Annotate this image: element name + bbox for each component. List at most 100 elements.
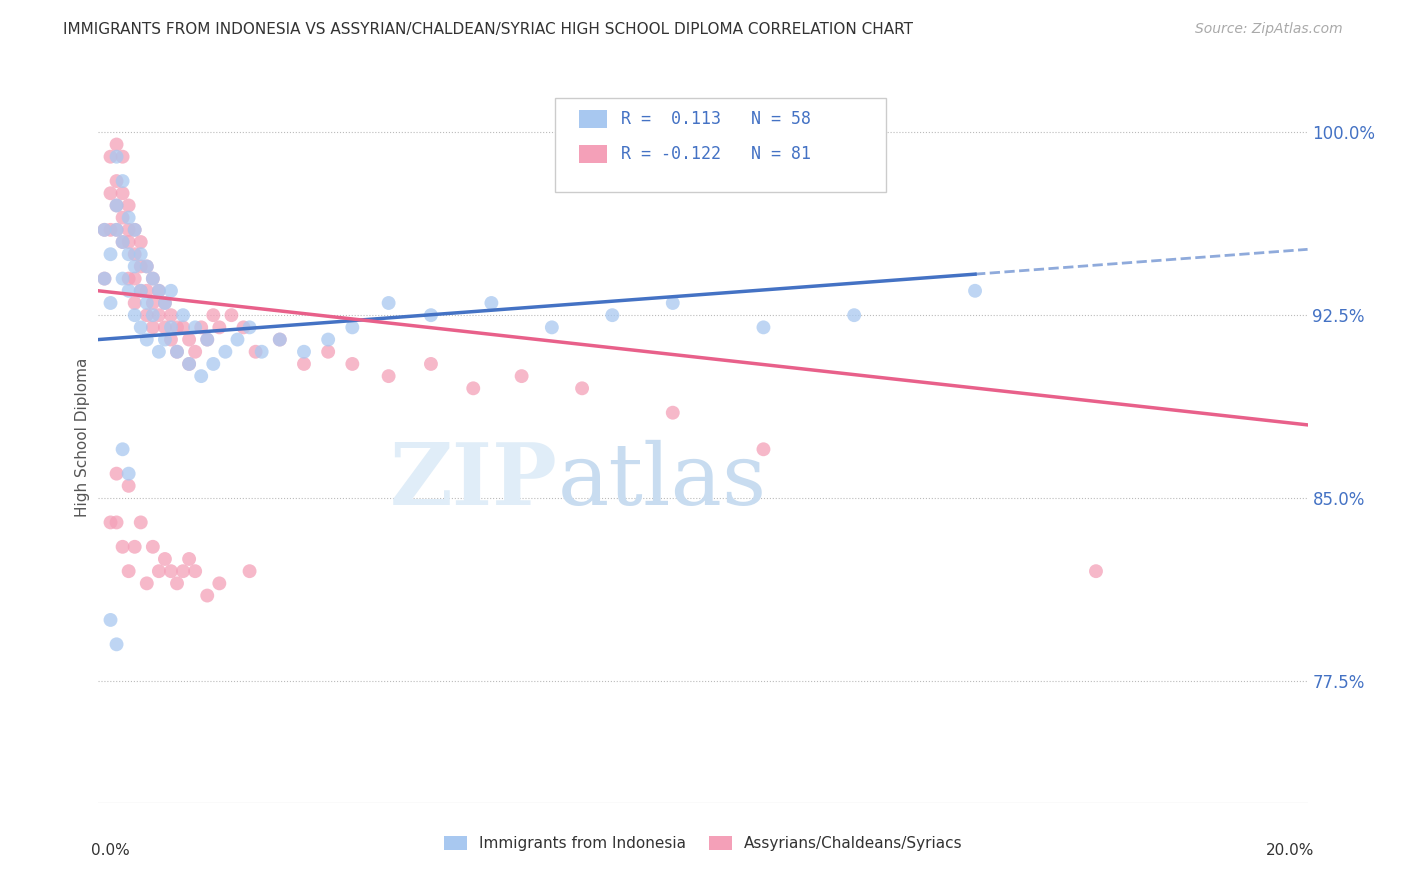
Point	[232, 320, 254, 334]
Point	[118, 467, 141, 481]
Point	[292, 344, 315, 359]
Point	[184, 344, 207, 359]
Point	[195, 589, 218, 603]
Point	[118, 284, 141, 298]
Point	[129, 284, 152, 298]
Point	[124, 247, 146, 261]
Text: 20.0%: 20.0%	[1267, 843, 1315, 858]
Point	[124, 223, 146, 237]
Point	[93, 271, 115, 285]
Point	[100, 516, 122, 530]
Point	[195, 333, 218, 347]
Point	[160, 308, 183, 322]
Point	[602, 308, 624, 322]
Point	[752, 320, 775, 334]
Point	[142, 271, 165, 285]
Point	[111, 442, 134, 457]
Y-axis label: High School Diploma: High School Diploma	[75, 358, 90, 516]
Point	[153, 296, 176, 310]
Point	[111, 186, 134, 201]
Point	[118, 235, 141, 249]
Point	[135, 333, 157, 347]
Point	[179, 357, 201, 371]
Point	[153, 320, 176, 334]
Point	[184, 564, 207, 578]
Text: ZIP: ZIP	[389, 439, 558, 523]
Text: R =  0.113   N = 58: R = 0.113 N = 58	[621, 110, 811, 128]
Point	[510, 369, 533, 384]
Point	[202, 357, 225, 371]
Point	[118, 198, 141, 212]
Point	[153, 333, 176, 347]
Point	[93, 223, 115, 237]
Point	[118, 271, 141, 285]
Point	[135, 296, 157, 310]
Point	[166, 320, 188, 334]
Legend: Immigrants from Indonesia, Assyrians/Chaldeans/Syriacs: Immigrants from Indonesia, Assyrians/Cha…	[437, 830, 969, 857]
Point	[124, 260, 146, 274]
Point	[172, 308, 194, 322]
Point	[129, 516, 152, 530]
Point	[316, 333, 339, 347]
Point	[269, 333, 291, 347]
Point	[377, 296, 399, 310]
Point	[148, 564, 170, 578]
Point	[111, 211, 134, 225]
Point	[124, 271, 146, 285]
Point	[93, 223, 115, 237]
Point	[118, 247, 141, 261]
Point	[100, 186, 122, 201]
Point	[166, 576, 188, 591]
Point	[142, 296, 165, 310]
Point	[540, 320, 562, 334]
Text: IMMIGRANTS FROM INDONESIA VS ASSYRIAN/CHALDEAN/SYRIAC HIGH SCHOOL DIPLOMA CORREL: IMMIGRANTS FROM INDONESIA VS ASSYRIAN/CH…	[63, 22, 914, 37]
Point	[661, 296, 683, 310]
Point	[129, 284, 152, 298]
Point	[105, 467, 128, 481]
Point	[160, 564, 183, 578]
Point	[100, 223, 122, 237]
Point	[166, 344, 188, 359]
Point	[190, 369, 212, 384]
Point	[153, 296, 176, 310]
Point	[661, 406, 683, 420]
Point	[124, 296, 146, 310]
Point	[214, 344, 236, 359]
Point	[166, 344, 188, 359]
Point	[1085, 564, 1108, 578]
Point	[105, 223, 128, 237]
Point	[202, 308, 225, 322]
Point	[111, 271, 134, 285]
Text: atlas: atlas	[558, 440, 768, 523]
Point	[111, 150, 134, 164]
Point	[100, 296, 122, 310]
Point	[208, 320, 231, 334]
Point	[269, 333, 291, 347]
Point	[377, 369, 399, 384]
Point	[142, 320, 165, 334]
Point	[100, 247, 122, 261]
Point	[481, 296, 503, 310]
Point	[292, 357, 315, 371]
Point	[179, 552, 201, 566]
Point	[135, 260, 157, 274]
Point	[129, 247, 152, 261]
Point	[226, 333, 249, 347]
Point	[100, 150, 122, 164]
Point	[172, 564, 194, 578]
Point	[844, 308, 866, 322]
Point	[195, 333, 218, 347]
Point	[342, 320, 364, 334]
Point	[93, 271, 115, 285]
Point	[179, 333, 201, 347]
Point	[135, 576, 157, 591]
Point	[239, 564, 262, 578]
Point	[142, 308, 165, 322]
Point	[105, 198, 128, 212]
Point	[239, 320, 262, 334]
Point	[148, 308, 170, 322]
Point	[105, 223, 128, 237]
Point	[105, 150, 128, 164]
Text: 0.0%: 0.0%	[91, 843, 131, 858]
Point	[118, 564, 141, 578]
